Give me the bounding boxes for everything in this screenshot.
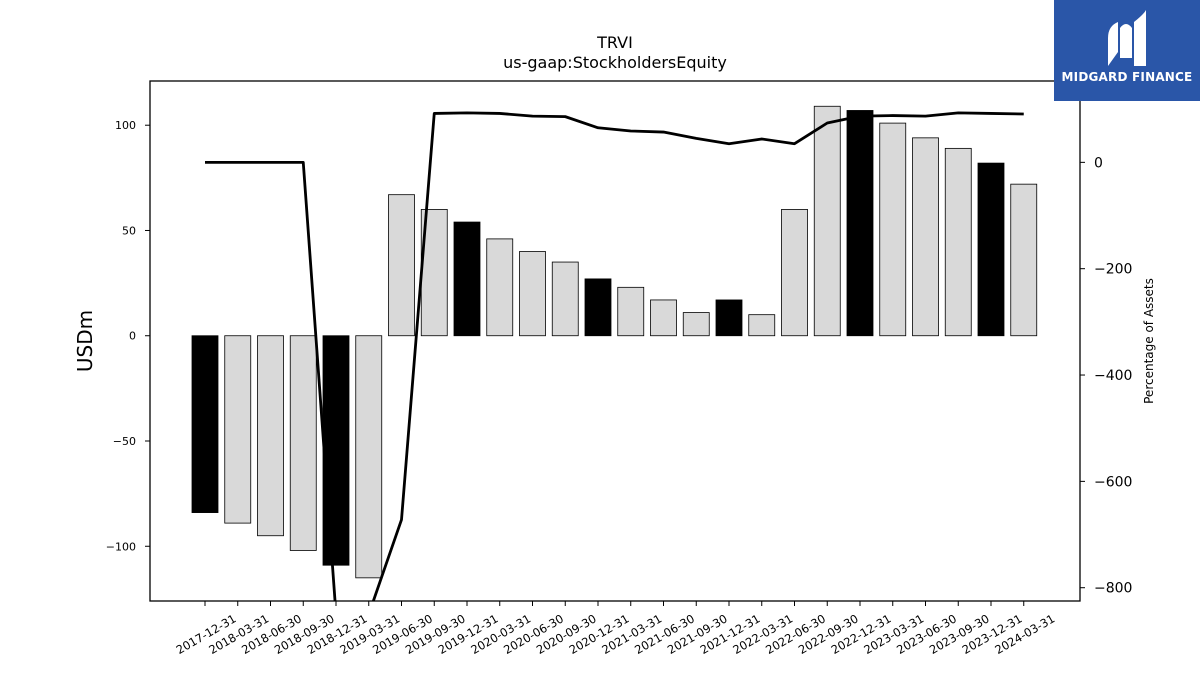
y2-axis-label: Percentage of Assets — [1142, 278, 1156, 404]
y2-tick-label: −200 — [1094, 262, 1132, 278]
bar-2021-09-30 — [682, 312, 710, 337]
bar-2019-12-31 — [453, 221, 481, 337]
bar-2021-06-30 — [650, 299, 677, 337]
bar-2022-06-30 — [781, 209, 808, 337]
bar-2018-09-30 — [289, 335, 317, 551]
percentage-of-assets-line — [205, 111, 1024, 601]
bar-2017-12-31 — [191, 335, 219, 513]
midgard-finance-logo: MIDGARD FINANCE — [1054, 0, 1200, 101]
y-axis-label: USDm — [73, 310, 97, 372]
bar-2019-06-30 — [388, 194, 415, 337]
bar-2018-06-30 — [257, 335, 284, 537]
bar-2021-03-31 — [617, 286, 645, 337]
bar-2023-09-30 — [944, 147, 972, 337]
bar-2023-03-31 — [879, 122, 907, 337]
y-tick-label: −50 — [113, 435, 136, 448]
bar-2022-03-31 — [748, 314, 776, 337]
bar-2023-06-30 — [912, 137, 939, 337]
chart-subtitle: us-gaap:StockholdersEquity — [503, 53, 727, 72]
y2-tick-label: −400 — [1094, 368, 1132, 384]
logo-text: MIDGARD FINANCE — [1061, 70, 1193, 84]
bar-2020-03-31 — [486, 238, 514, 337]
bar-2022-12-31 — [846, 110, 874, 337]
bar-2024-03-31 — [1010, 183, 1038, 337]
bar-2018-12-31 — [322, 335, 350, 566]
bar-2021-12-31 — [715, 299, 743, 337]
y2-tick-label: −800 — [1094, 581, 1132, 597]
bar-2019-03-31 — [355, 335, 383, 579]
y2-tick-label: −600 — [1094, 474, 1132, 490]
plot-frame — [149, 80, 1081, 602]
bar-2020-09-30 — [551, 261, 579, 337]
y2-tick-label: 0 — [1094, 155, 1103, 171]
y-tick-label: 100 — [115, 119, 136, 132]
bar-2023-12-31 — [977, 162, 1005, 337]
chart-title: TRVI — [596, 33, 633, 52]
bar-2020-06-30 — [519, 251, 546, 337]
logo-mark-icon — [1108, 10, 1146, 66]
y-tick-label: −100 — [106, 540, 136, 553]
y-tick-label: 0 — [129, 330, 136, 343]
bar-2018-03-31 — [224, 335, 252, 524]
y-tick-label: 50 — [122, 224, 136, 237]
bar-2020-12-31 — [584, 278, 612, 337]
bar-2022-09-30 — [813, 105, 841, 337]
